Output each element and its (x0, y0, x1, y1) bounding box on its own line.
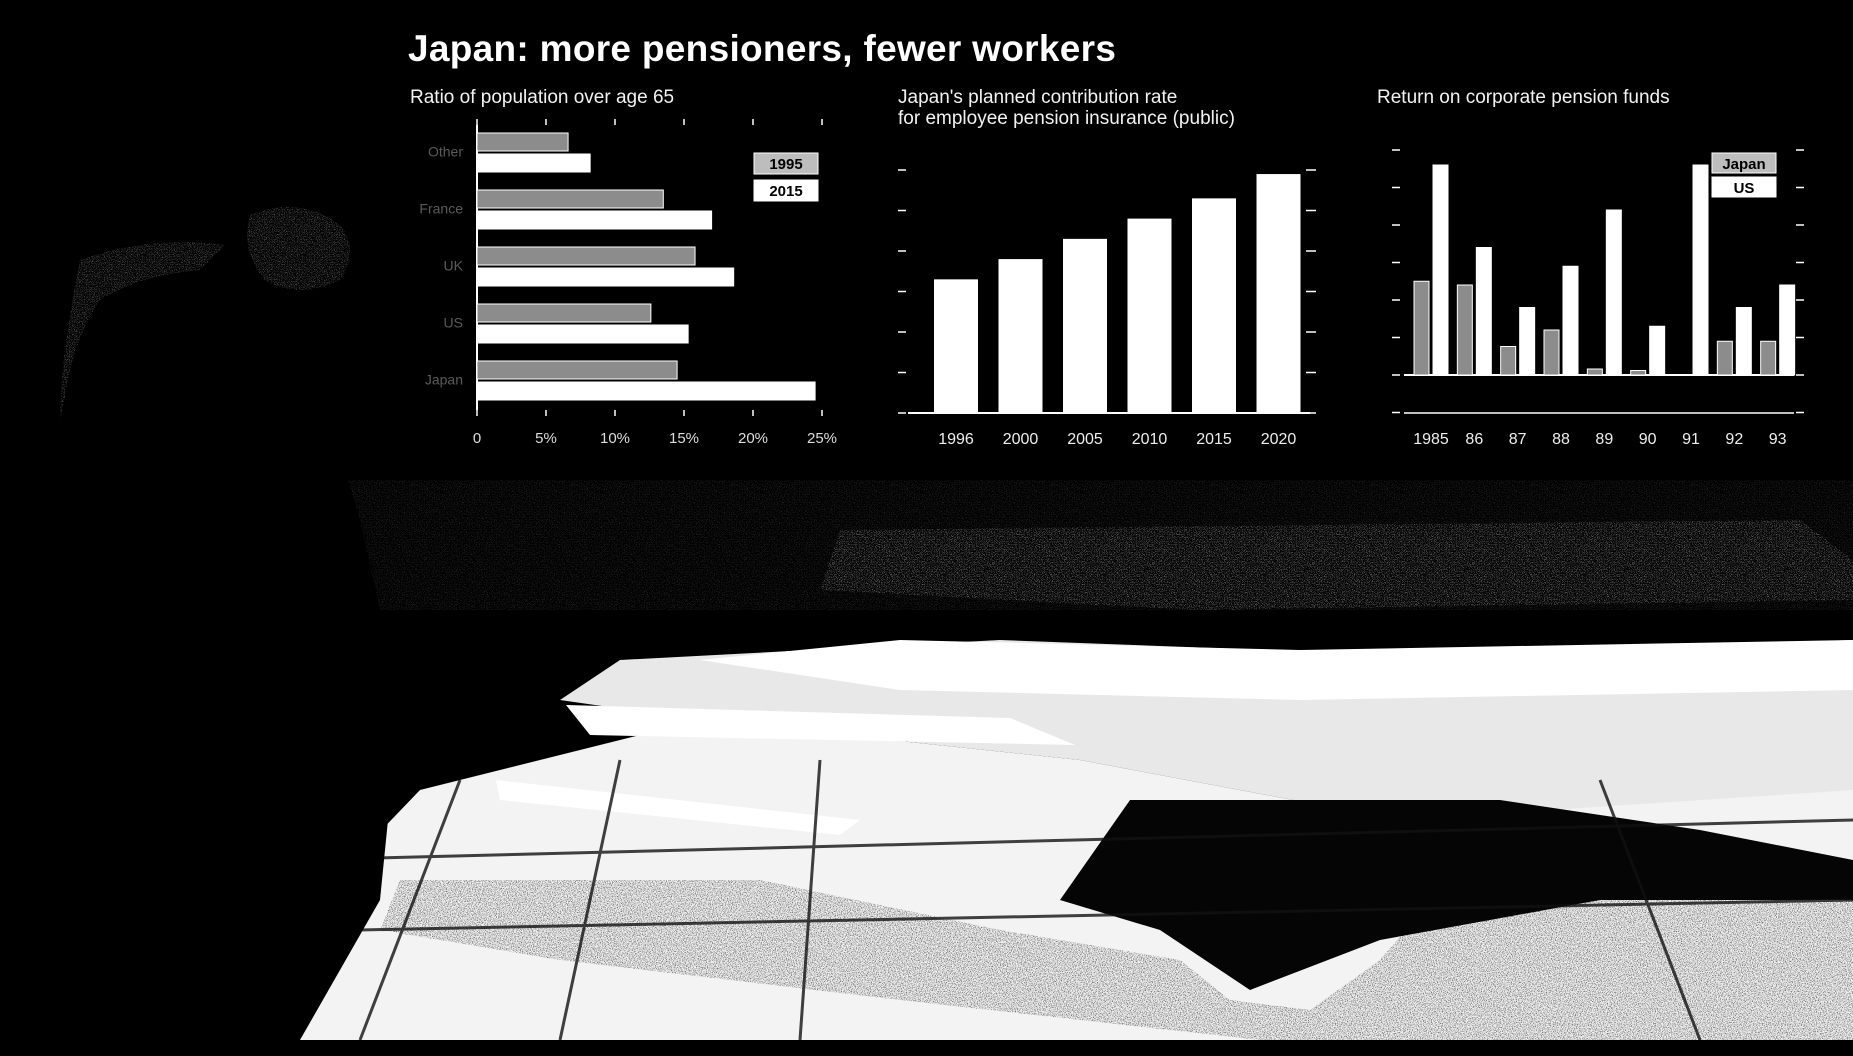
chart1-legend-swatch-1995 (753, 152, 819, 175)
chart2-x-tick-label: 2010 (1132, 431, 1168, 448)
chart2-x-tick-label: 2000 (1003, 431, 1039, 448)
chart1-bar-1995 (476, 303, 652, 323)
chart1-category-label: US (444, 314, 463, 330)
chart1-category-label: Japan (425, 371, 463, 387)
chart-contribution-rate: 1996 2000 2005 2010 2015 2020 (898, 169, 1316, 448)
chart1-bar-1995 (476, 132, 569, 152)
chart3-bar-us (1649, 325, 1666, 376)
chart1-x-tick-label: 10% (600, 430, 630, 447)
chart2-x-tick-label: 2005 (1067, 431, 1103, 448)
chart3-bar-us (1779, 284, 1796, 376)
chart3-bar-japan (1413, 280, 1430, 376)
chart3-x-tick-label: 92 (1725, 431, 1743, 448)
chart2-bar (998, 259, 1043, 413)
chart1-title: Ratio of population over age 65 (410, 87, 675, 108)
sunlit-pavement (0, 480, 1853, 1040)
chart2-bar (1063, 238, 1107, 413)
chart2-bar (1192, 198, 1236, 413)
chart1-x-tick-label: 15% (669, 430, 699, 447)
chart3-bar-japan (1456, 284, 1473, 376)
chart3-x-tick-label: 88 (1552, 431, 1570, 448)
chart3-bar-japan (1760, 340, 1777, 376)
chart1-legend-swatch-2015 (753, 179, 819, 202)
chart3-bar-us (1562, 265, 1579, 376)
chart3-bar-us (1432, 164, 1449, 376)
chart3-bar-japan (1630, 370, 1647, 376)
chart1-bar-2015 (476, 153, 591, 173)
chart1-x-tick-label: 20% (738, 430, 768, 447)
chart1-legend-label-1995: 1995 (769, 156, 802, 173)
main-title: Japan: more pensioners, fewer workers (408, 28, 1117, 69)
chart1-x-tick-label: 0 (473, 430, 481, 447)
chart1-bar-1995 (476, 360, 678, 380)
chart1-bar-2015 (476, 210, 713, 230)
pavement-lines (299, 759, 1853, 1041)
chart2-x-tick-label: 2015 (1196, 431, 1232, 448)
chart2-x-tick-label: 2020 (1261, 431, 1297, 448)
chart3-x-tick-label: 1985 (1413, 431, 1449, 448)
chart1-x-tick-label: 5% (535, 430, 557, 447)
chart-pension-returns: 1985 86 87 88 89 90 91 92 93 Japan US (1392, 149, 1804, 448)
chart3-x-tick-label: 93 (1769, 431, 1787, 448)
chart3-legend-label-US: US (1734, 180, 1755, 197)
chart3-bar-us (1519, 307, 1536, 376)
chart3-x-tick-label: 89 (1595, 431, 1613, 448)
chart3-bar-japan (1543, 329, 1560, 376)
chart3-bar-us (1735, 307, 1752, 376)
chart3-legend-swatch-Japan (1711, 152, 1777, 174)
chart3-x-tick-label: 91 (1682, 431, 1700, 448)
chart1-bar-1995 (476, 189, 664, 209)
chart3-bar-japan (1500, 346, 1517, 376)
elderly-person-silhouette (0, 207, 400, 1040)
chart3-bar-japan (1586, 368, 1603, 376)
chart2-title: Japan's planned contribution rate for em… (898, 87, 1235, 129)
chart3-bar-us (1605, 209, 1622, 376)
chart1-bar-1995 (476, 246, 696, 266)
chart2-x-tick-label: 1996 (938, 431, 974, 448)
chart2-bar (1127, 218, 1172, 413)
chart1-category-label: France (419, 200, 463, 216)
chart3-x-tick-label: 90 (1639, 431, 1657, 448)
chart1-bar-2015 (476, 324, 689, 344)
chart3-legend-label-Japan: Japan (1722, 156, 1765, 173)
chart3-x-tick-label: 87 (1509, 431, 1527, 448)
chart1-bar-2015 (476, 267, 735, 287)
chart1-legend-label-2015: 2015 (769, 183, 802, 200)
chart3-bar-us (1692, 164, 1709, 376)
chart3-x-tick-label: 86 (1465, 431, 1483, 448)
chart3-bar-japan (1716, 340, 1733, 376)
chart1-x-tick-label: 25% (807, 430, 837, 447)
chart1-category-label: Other (428, 143, 463, 159)
chart2-bar (1256, 174, 1301, 413)
chart1-bar-2015 (476, 381, 816, 401)
chart-population-over-65: 0 5% 10% 15% 20% 25% Japan US UK France Other 1995 2… (419, 119, 837, 447)
chart2-bar (934, 279, 978, 413)
chart3-title: Return on corporate pension funds (1377, 87, 1670, 108)
chart1-category-label: UK (444, 257, 464, 273)
chart3-legend-swatch-US (1711, 176, 1777, 198)
chart3-bar-us (1475, 247, 1492, 376)
